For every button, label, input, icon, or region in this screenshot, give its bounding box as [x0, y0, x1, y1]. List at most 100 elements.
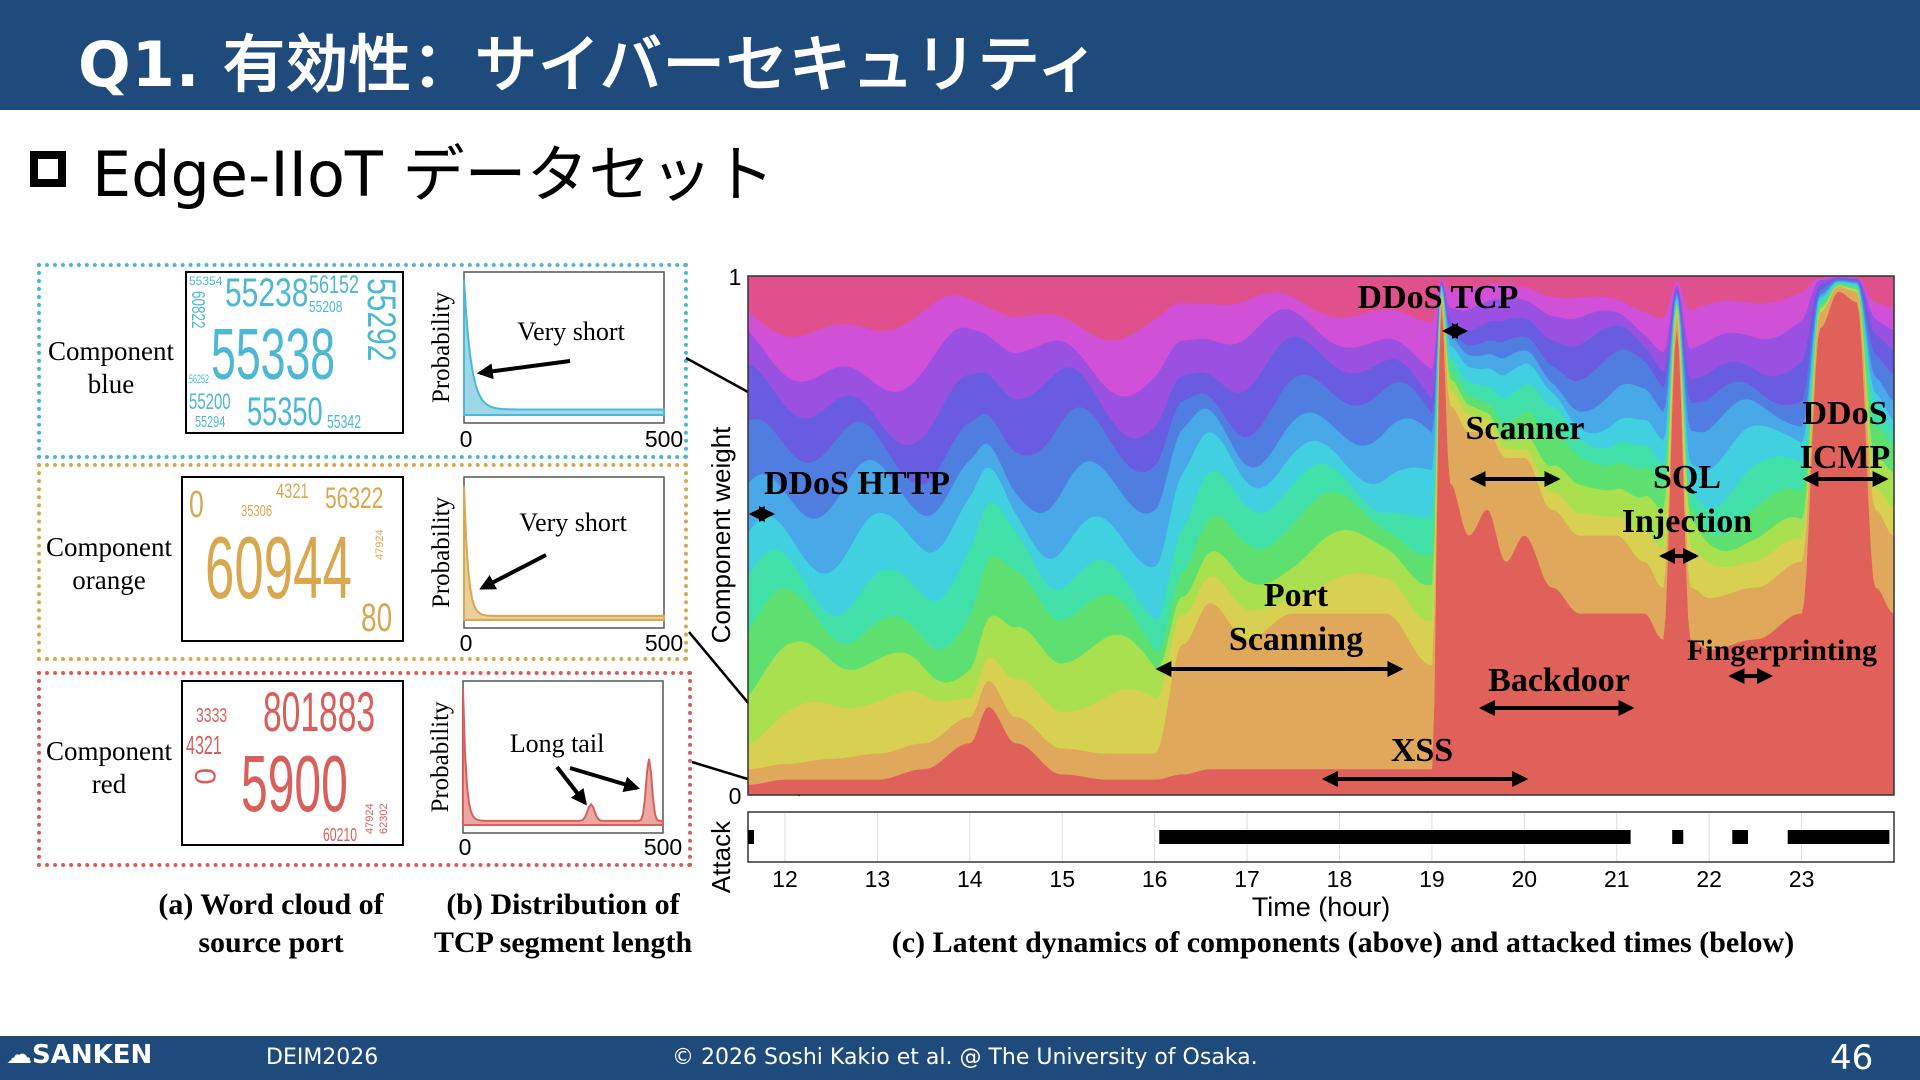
word: 5900	[241, 739, 348, 828]
title-bar: Q1. 有効性：サイバーセキュリティ	[0, 0, 1920, 110]
logo-swirl-icon: ☁	[6, 1040, 32, 1070]
copyright: © 2026 Soshi Kakio et al. @ The Universi…	[672, 1045, 1258, 1070]
label-line: Component	[48, 336, 174, 366]
word: 55200	[189, 389, 231, 414]
y-axis-label: Component weight	[706, 426, 736, 644]
label-line: blue	[87, 369, 135, 399]
x-axis-ticks: 12 13 14 15 16 17 18 19 20 21 22 23	[772, 866, 1814, 892]
component-layer	[748, 276, 1894, 341]
label-line: red	[91, 769, 127, 799]
x-tick-label: 12	[772, 866, 798, 892]
attack-marker	[748, 830, 754, 844]
x-tick-label: 18	[1327, 866, 1353, 892]
word: 56252	[189, 372, 210, 386]
component-red-box	[37, 671, 692, 867]
y-axis-label: Probability	[428, 496, 455, 608]
distribution-area	[463, 279, 665, 416]
plot-frame	[463, 271, 665, 424]
word: 801883	[263, 680, 376, 743]
plot-frame	[462, 680, 664, 834]
attack-annotations: DDoS TCP DDoS HTTP Scanner SQL Injection DDoS…	[748, 279, 1891, 787]
word-cloud-orange: 0 4321 35306 56322 60944 47924 80	[181, 476, 404, 642]
word: 55350	[247, 390, 323, 434]
annotation-scanner: Scanner	[1466, 410, 1585, 447]
x-tick-label: 21	[1604, 866, 1630, 892]
word: 80	[361, 596, 393, 640]
component-orange-label: Component orange	[39, 531, 179, 597]
label-line: orange	[72, 565, 146, 595]
component-red-label: Component red	[39, 735, 179, 801]
word: 56152	[309, 271, 360, 299]
word: 60944	[205, 518, 352, 617]
plot-frame	[747, 275, 1895, 796]
caption-c: (c) Latent dynamics of components (above…	[891, 926, 1795, 959]
annotation-label: Very short	[517, 317, 625, 346]
word: 35306	[241, 503, 273, 520]
word: 60210	[323, 825, 358, 845]
word: 55338	[211, 315, 336, 395]
arrow-icon	[569, 766, 641, 793]
word: 0	[189, 484, 204, 526]
x-tick-label: 20	[1512, 866, 1538, 892]
slide-title: Q1. 有効性：サイバーセキュリティ	[78, 28, 1101, 101]
x-tick-label: 15	[1049, 866, 1075, 892]
x-axis-label: Time (hour)	[1252, 892, 1391, 922]
annotation-xss: XSS	[1391, 732, 1453, 769]
annotation-port-scanning: Port	[1264, 577, 1329, 614]
word: 55238	[225, 271, 309, 315]
x-tick-label: 14	[957, 866, 983, 892]
x-tick-label: 16	[1142, 866, 1168, 892]
annotation-ddos-icmp: ICMP	[1800, 439, 1891, 476]
component-orange-box	[37, 463, 688, 661]
attack-marker	[1159, 830, 1631, 844]
caption-a: (a) Word cloud of source port	[130, 886, 412, 962]
label-line: Component	[46, 532, 172, 562]
distribution-area	[463, 485, 665, 621]
annotation-label: Long tail	[510, 729, 605, 758]
word: 55208	[309, 299, 343, 316]
x-tick-label: 0	[460, 426, 473, 452]
caption-b: (b) Distribution of TCP segment length	[414, 886, 712, 962]
y-axis-label: Probability	[427, 701, 454, 813]
footer-bar: ☁SANKEN DEIM2026 © 2026 Soshi Kakio et a…	[0, 1036, 1920, 1080]
caption-line: source port	[198, 926, 344, 959]
x-tick-label: 19	[1419, 866, 1445, 892]
attack-axis-label: Attack	[706, 820, 736, 893]
annotation-port-scanning: Scanning	[1229, 621, 1363, 658]
word: 55354	[189, 274, 223, 288]
caption-line: TCP segment length	[433, 926, 693, 959]
word: 4321	[186, 730, 222, 760]
section-heading-text: Edge-IIoT データセット	[92, 138, 775, 211]
annotation-ddos-icmp: DDoS	[1802, 395, 1887, 432]
annotation-fingerprinting: Fingerprinting	[1687, 634, 1877, 667]
annotation-sql-injection: Injection	[1622, 503, 1752, 540]
annotation-ddos-http: DDoS HTTP	[764, 465, 950, 502]
x-tick-label: 0	[459, 834, 472, 860]
distribution-chart-blue: 0 500 Probability Very short	[428, 271, 683, 452]
x-tick-label: 500	[645, 426, 683, 452]
word: 56322	[325, 482, 384, 515]
word: 55342	[327, 412, 362, 432]
component-weight-streamgraph	[748, 276, 1894, 795]
page-number: 46	[1830, 1038, 1874, 1078]
square-bullet-icon	[30, 151, 66, 187]
connector-line	[685, 356, 760, 400]
distribution-chart-red: 0 500 Probability Long tail	[427, 680, 682, 860]
logo-text: SANKEN	[32, 1040, 153, 1070]
x-tick-label: 17	[1234, 866, 1260, 892]
distribution-area	[462, 689, 664, 826]
word: 3333	[196, 705, 228, 727]
attack-strip	[747, 811, 1895, 863]
conference-label: DEIM2026	[266, 1045, 379, 1070]
section-heading: Edge-IIoT データセット	[30, 124, 775, 214]
word-cloud-red: 3333 801883 4321 0 5900 60210 47924 6230…	[181, 680, 404, 846]
annotation-backdoor: Backdoor	[1488, 662, 1630, 699]
word-cloud-blue: 55354 55238 56152 55208 60822 55338 5529…	[185, 271, 404, 434]
y-tick-label: 1	[729, 264, 742, 290]
y-axis-label: Probability	[428, 291, 455, 403]
x-tick-label: 0	[460, 630, 473, 656]
x-tick-label: 13	[865, 866, 891, 892]
caption-line: (b) Distribution of	[446, 888, 680, 921]
component-blue-label: Component blue	[41, 335, 181, 401]
